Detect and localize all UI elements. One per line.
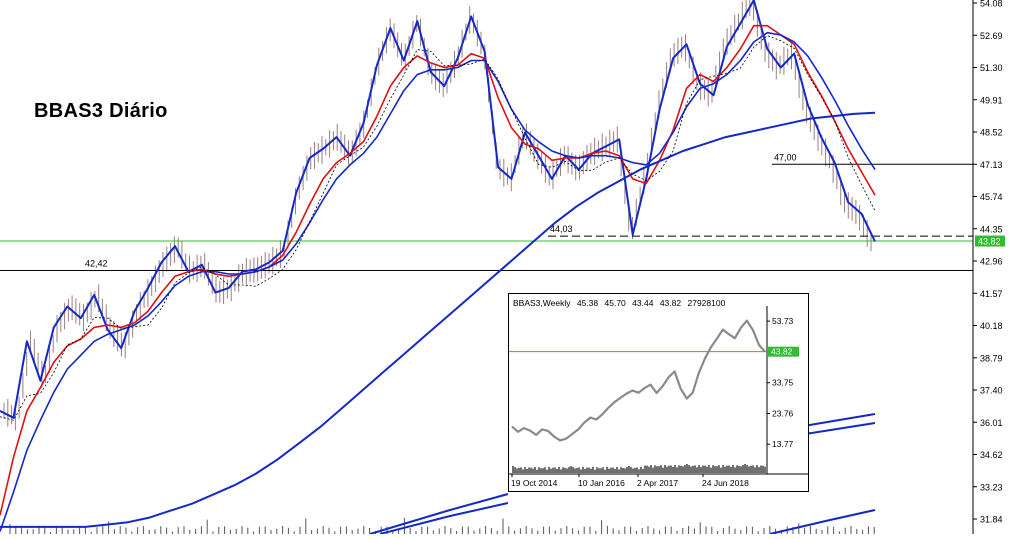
volume-bars xyxy=(9,518,875,534)
inset-title: BBAS3,Weekly xyxy=(513,298,571,308)
inset-high: 45.70 xyxy=(604,298,626,308)
inset-time-label: 19 Oct 2014 xyxy=(511,478,558,488)
level-label: 47,00 xyxy=(774,152,797,162)
price-tick-label: 44.35 xyxy=(980,224,1003,234)
price-tick-label: 31.84 xyxy=(980,515,1003,525)
level-label: 42,42 xyxy=(85,259,108,269)
horizontal-levels: 47,00 44,03 42,42 xyxy=(0,152,973,272)
current-price-box xyxy=(975,235,1005,247)
inset-time-label: 24 Jun 2018 xyxy=(702,478,749,488)
price-tick-label: 48.52 xyxy=(980,128,1003,138)
price-tick-label: 54.08 xyxy=(980,0,1003,9)
chart-title: BBAS3 Diário xyxy=(34,100,168,122)
series-line xyxy=(0,24,876,516)
price-tick-label: 38.79 xyxy=(980,353,1003,363)
price-tick-label: 51.30 xyxy=(980,63,1003,73)
inset-price-label: 23.76 xyxy=(772,408,794,418)
price-axis: 54.08 52.69 51.30 49.91 48.52 47.13 45.74 44.35… xyxy=(973,0,1005,525)
inset-svg: 53.73 33.75 23.76 13.77 43.82 19 Oct 2014 10 J… xyxy=(509,306,808,488)
price-tick-label: 41.57 xyxy=(980,289,1003,299)
inset-volume: 27928100 xyxy=(687,298,726,308)
price-tick-label: 37.40 xyxy=(980,386,1003,396)
moving-average-series xyxy=(0,0,876,535)
price-tick-label: 49.91 xyxy=(980,95,1003,105)
price-tick-label: 42.96 xyxy=(980,257,1003,267)
price-tick-label: 45.74 xyxy=(980,192,1003,202)
price-tick-label: 40.18 xyxy=(980,321,1003,331)
price-tick-label: 52.69 xyxy=(980,31,1003,41)
inset-price-label: 33.75 xyxy=(772,378,794,388)
inset-time-label: 2 Apr 2017 xyxy=(637,478,678,488)
inset-time-label: 10 Jan 2016 xyxy=(578,478,625,488)
price-tick-label: 47.13 xyxy=(980,160,1003,170)
inset-open: 45.38 xyxy=(576,298,599,308)
series-line xyxy=(0,0,876,419)
series-line xyxy=(0,111,876,528)
current-price-label: 43.82 xyxy=(978,237,1001,247)
inset-series-line xyxy=(511,319,766,442)
price-tick-label: 33.23 xyxy=(980,482,1003,492)
level-label: 44,03 xyxy=(550,224,573,234)
inset-current-price-label: 43.82 xyxy=(771,347,793,357)
inset-header: BBAS3,Weekly 45.38 45.70 43.44 43.82 279… xyxy=(513,298,729,308)
weekly-inset-chart: BBAS3,Weekly 45.38 45.70 43.44 43.82 279… xyxy=(508,293,809,492)
inset-current-price-box xyxy=(768,346,799,357)
series-line xyxy=(769,509,876,535)
price-tick-label: 34.62 xyxy=(980,450,1003,460)
series-line xyxy=(379,502,509,535)
inset-low: 43.44 xyxy=(632,298,654,308)
price-tick-label: 36.01 xyxy=(980,418,1003,428)
series-line xyxy=(0,35,876,421)
inset-close: 43.82 xyxy=(659,298,682,308)
inset-price-label: 13.77 xyxy=(772,439,794,449)
inset-price-label: 53.73 xyxy=(772,316,794,326)
series-line xyxy=(369,493,509,535)
